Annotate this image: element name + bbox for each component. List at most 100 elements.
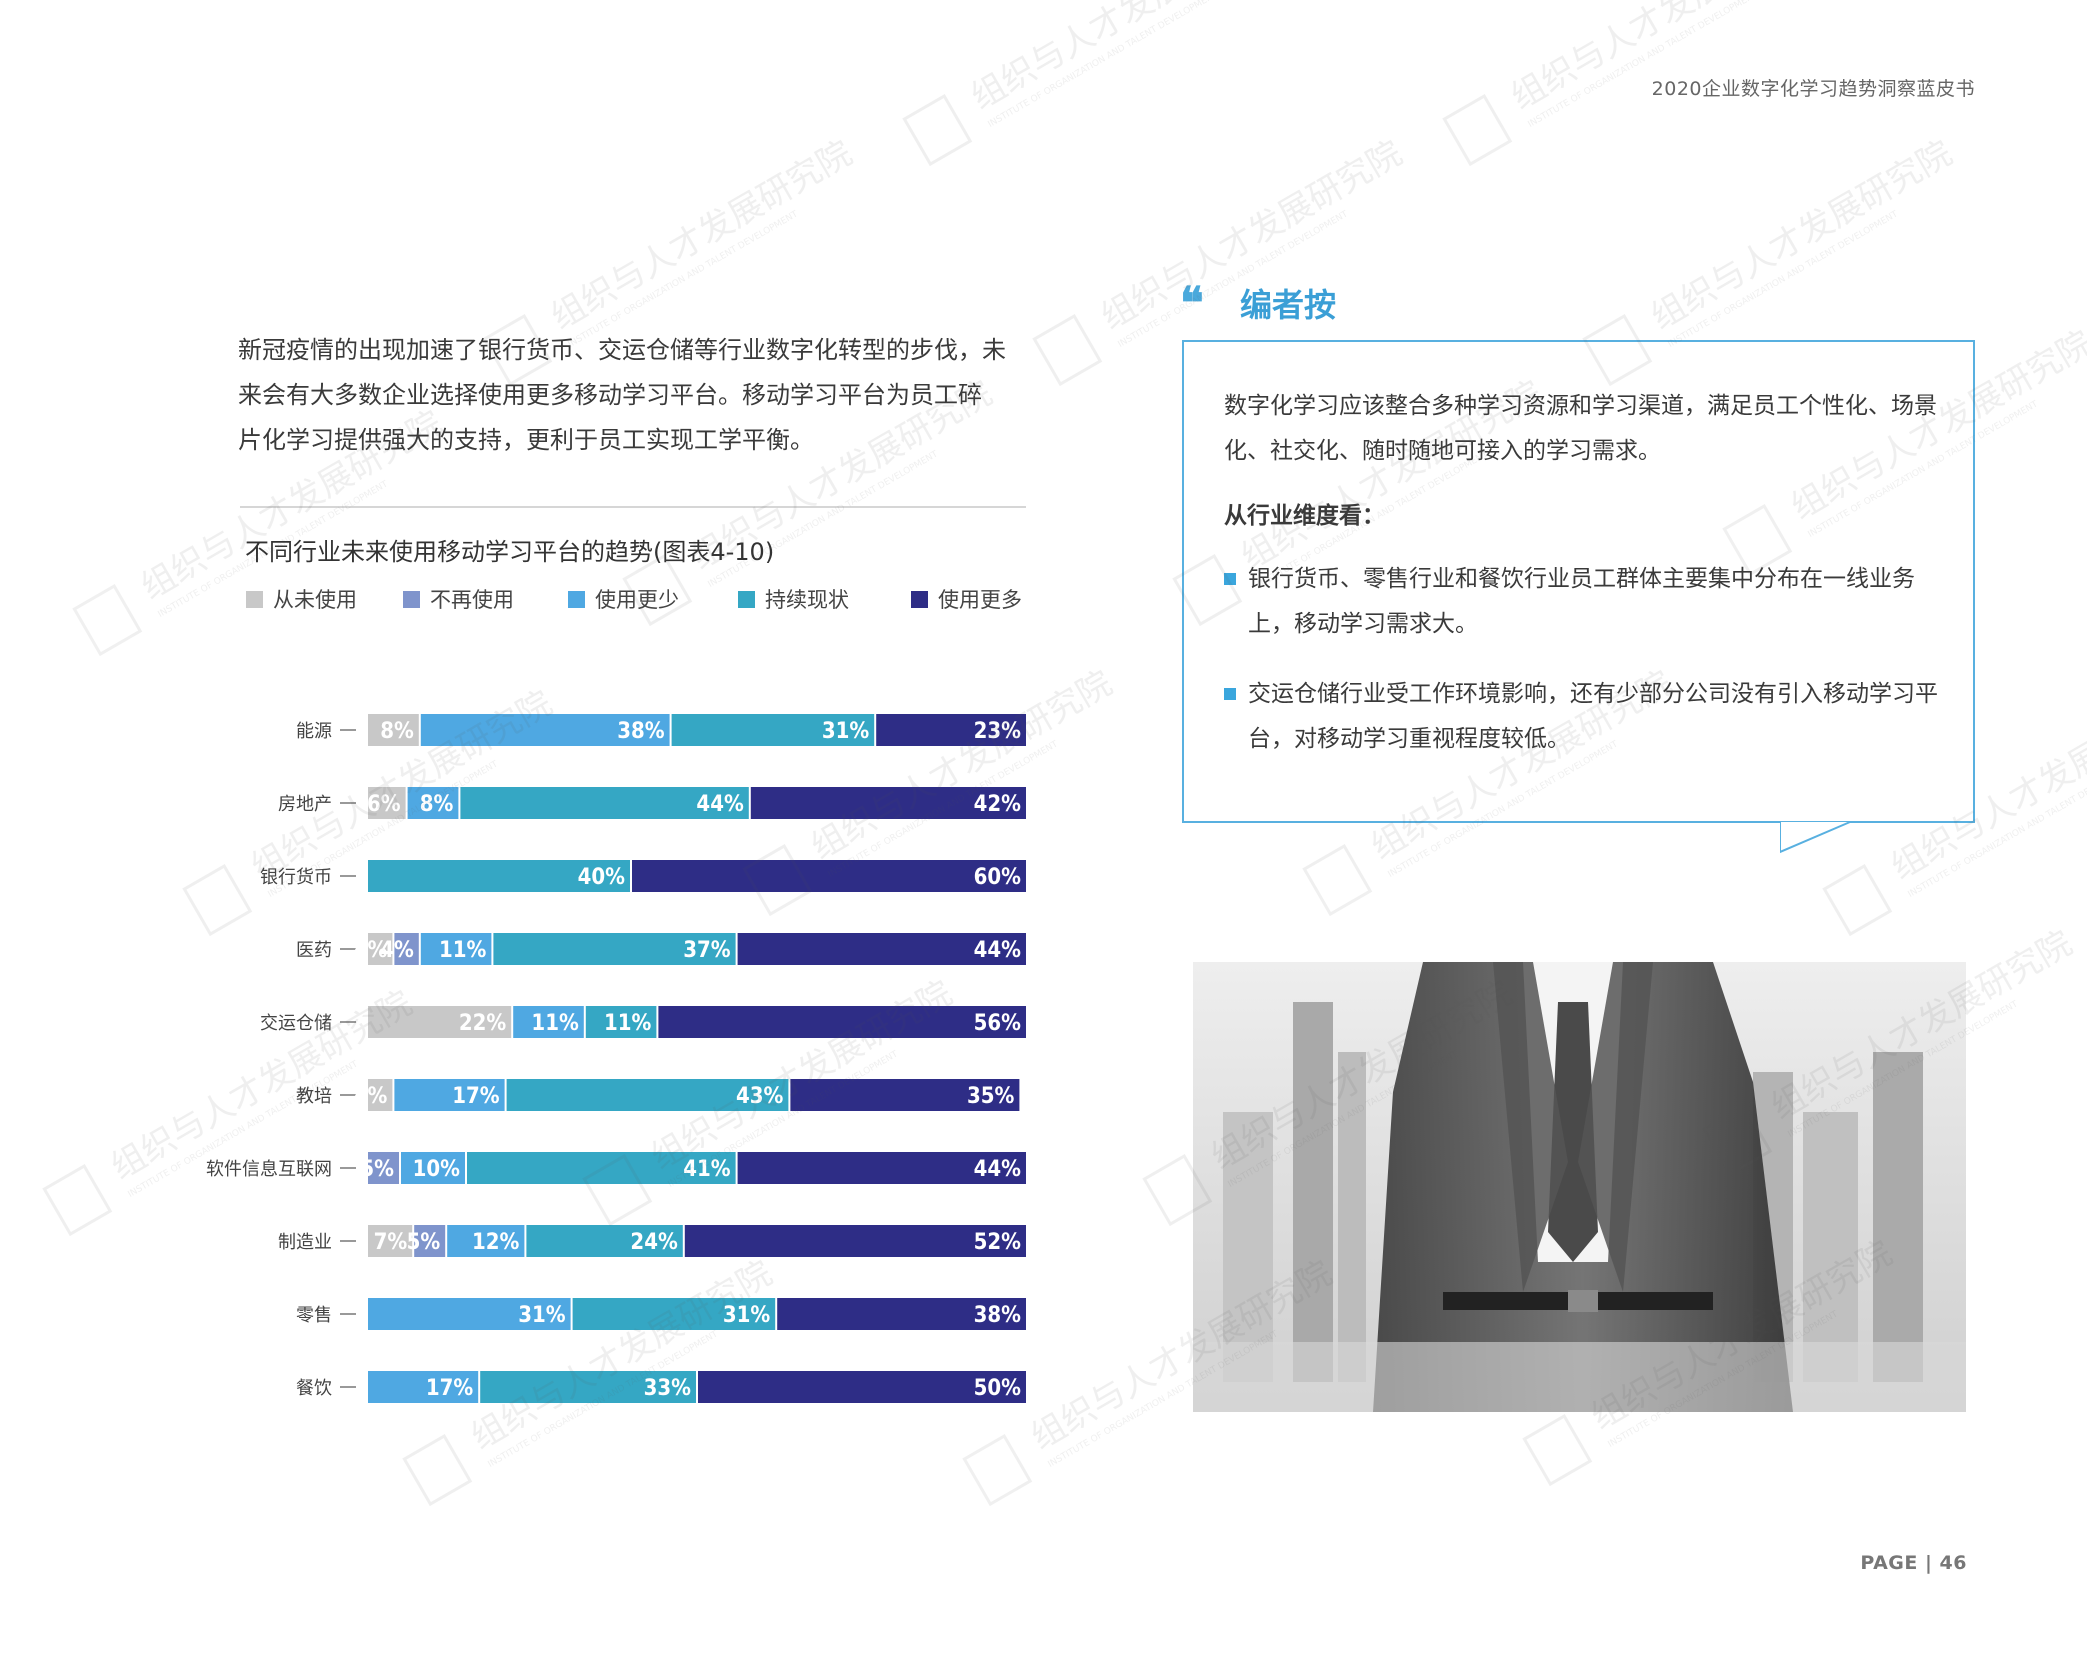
category-label: 零售: [296, 1305, 332, 1326]
legend-item: 使用更少: [568, 584, 679, 614]
bar-segment: [777, 1298, 1026, 1330]
legend-item: 从未使用: [246, 584, 357, 614]
bar-segment: [493, 933, 736, 965]
bar-segment: [467, 1152, 736, 1184]
chart-legend: 从未使用 不再使用 使用更少 持续现状 使用更多: [246, 584, 1036, 614]
bar-segment: [750, 787, 1026, 819]
legend-label: 从未使用: [273, 588, 357, 612]
data-label: 31%: [518, 1303, 566, 1328]
legend-swatch: [738, 590, 755, 608]
category-label: 能源: [296, 721, 332, 742]
bar-segment: [671, 714, 875, 746]
legend-item: 持续现状: [738, 584, 849, 614]
data-label: 23%: [974, 719, 1022, 744]
bar-segment: [684, 1225, 1026, 1257]
bar-segment: [790, 1079, 1020, 1111]
bar-segment: [632, 860, 1026, 892]
legend-label: 使用更少: [595, 588, 679, 612]
intro-line: 来会有大多数企业选择使用更多移动学习平台。移动学习平台为员工碎: [238, 381, 982, 409]
stacked-bar-chart: 能源 8% 38% 31% 23% 房地产 6% 8% 44% 42% 银行货币 40% 60% 医药 4%…: [206, 714, 1026, 1403]
watermark-subtext: INSTITUTE OF ORGANIZATION AND TALENT DEV…: [1667, 209, 1901, 350]
legend-label: 使用更多: [938, 588, 1022, 612]
data-label: 43%: [736, 1084, 784, 1109]
data-label: 44%: [696, 792, 744, 817]
data-label: 40%: [578, 865, 626, 890]
data-label: 44%: [974, 938, 1022, 963]
bar-segment: [698, 1371, 1026, 1403]
bar-segment: [368, 714, 419, 746]
bar-segment: [368, 1298, 571, 1330]
bar-segment: [368, 860, 630, 892]
bar-segment: [876, 714, 1026, 746]
data-label: 56%: [974, 1011, 1022, 1036]
bar-segment: [585, 1006, 657, 1038]
watermark-logo-icon: [1302, 843, 1373, 917]
bar-segment: [394, 933, 419, 965]
editor-note-body: 数字化学习应该整合多种学习资源和学习渠道，满足员工个性化、场景化、社交化、随时随…: [1224, 384, 1954, 787]
data-label: 4%: [380, 938, 414, 963]
intro-line: 新冠疫情的出现加速了银行货币、交运仓储等行业数字化转型的步伐，未: [238, 336, 1006, 364]
bar-segment: [447, 1225, 525, 1257]
category-label: 房地产: [278, 794, 332, 815]
data-label: 11%: [604, 1011, 652, 1036]
data-label: 4%: [354, 1084, 388, 1109]
bar-segment: [368, 933, 393, 965]
bar-segment: [572, 1298, 776, 1330]
data-label: 17%: [452, 1084, 500, 1109]
bar-segment: [480, 1371, 696, 1403]
data-label: 4%: [354, 938, 388, 963]
watermark-subtext: INSTITUTE OF ORGANIZATION AND TALENT DEV…: [1527, 0, 1761, 130]
data-label: 52%: [974, 1230, 1022, 1255]
data-label: 11%: [531, 1011, 579, 1036]
watermark-logo-icon: [402, 1433, 473, 1507]
legend-item: 不再使用: [403, 584, 514, 614]
data-label: 10%: [413, 1157, 461, 1182]
watermark-logo-icon: [962, 1433, 1033, 1507]
data-label: 50%: [974, 1376, 1022, 1401]
bar-segment: [420, 714, 670, 746]
data-label: 33%: [644, 1376, 692, 1401]
bar-segment: [368, 1371, 479, 1403]
category-label: 教培: [296, 1086, 332, 1107]
data-label: 60%: [974, 865, 1022, 890]
data-label: 12%: [472, 1230, 520, 1255]
data-label: 7%: [374, 1230, 408, 1255]
data-label: 42%: [974, 792, 1022, 817]
data-label: 38%: [974, 1303, 1022, 1328]
watermark-logo-icon: [1522, 1413, 1593, 1487]
bar-segment: [737, 933, 1026, 965]
editor-note-title: 编者按: [1240, 286, 1337, 324]
data-label: 5%: [407, 1230, 441, 1255]
bar-segment: [407, 787, 459, 819]
data-label: 22%: [459, 1011, 507, 1036]
bar-segment: [394, 1079, 505, 1111]
legend-swatch: [568, 590, 585, 608]
bar-segment: [414, 1225, 446, 1257]
document-header-title: 2020企业数字化学习趋势洞察蓝皮书: [1651, 78, 1975, 100]
data-label: 17%: [426, 1376, 474, 1401]
section-divider: [240, 506, 1026, 508]
bar-segment: [368, 787, 406, 819]
data-label: 35%: [967, 1084, 1015, 1109]
data-label: 6%: [367, 792, 401, 817]
watermark-text: 组织与人才发展研究院: [1645, 133, 1959, 338]
data-label: 5%: [360, 1157, 394, 1182]
bar-segment: [368, 1079, 393, 1111]
data-label: 41%: [683, 1157, 731, 1182]
businessman-city-photo: [1193, 962, 1966, 1412]
editor-bullet-list: 银行货币、零售行业和餐饮行业员工群体主要集中分布在一线业务上，移动学习需求大。 …: [1224, 557, 1954, 762]
bar-segment: [658, 1006, 1026, 1038]
legend-item: 使用更多: [911, 584, 1022, 614]
data-label: 11%: [439, 938, 487, 963]
category-label: 银行货币: [260, 867, 332, 888]
watermark-logo-icon: [1822, 863, 1893, 937]
bar-segment: [368, 1006, 512, 1038]
data-label: 31%: [723, 1303, 771, 1328]
category-label: 餐饮: [296, 1378, 332, 1399]
editor-bullet: 交运仓储行业受工作环境影响，还有少部分公司没有引入移动学习平台，对移动学习重视程…: [1224, 672, 1954, 762]
legend-swatch: [911, 590, 928, 608]
editor-bullet: 银行货币、零售行业和餐饮行业员工群体主要集中分布在一线业务上，移动学习需求大。: [1224, 557, 1954, 647]
bar-segment: [506, 1079, 789, 1111]
watermark-logo-icon: [1442, 93, 1513, 167]
legend-swatch: [403, 590, 420, 608]
